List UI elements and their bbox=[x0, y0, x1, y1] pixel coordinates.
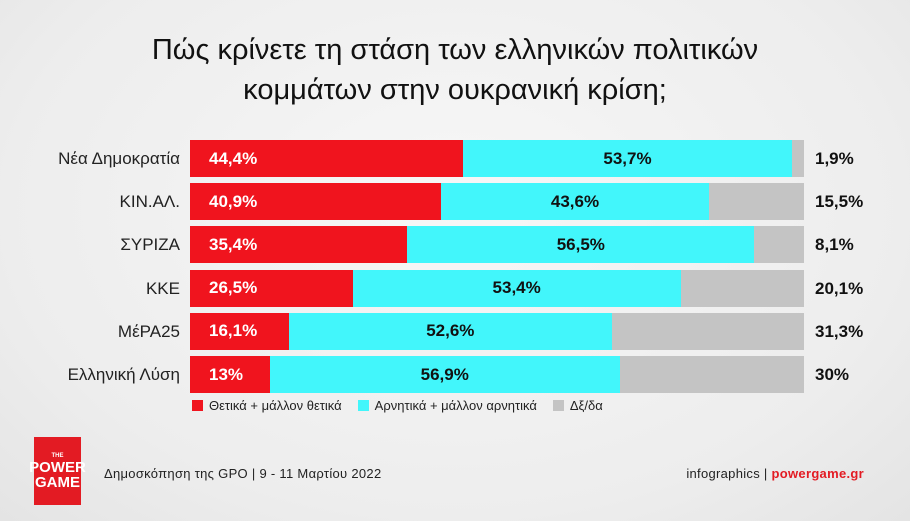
category-label: ΚΙΝ.ΑΛ. bbox=[119, 192, 180, 212]
credit: infographics | powergame.gr bbox=[686, 466, 864, 481]
powergame-logo: THE POWER GAME bbox=[29, 437, 86, 505]
bar-row: 26,5% 53,4% bbox=[190, 269, 804, 307]
logo-power: POWER bbox=[29, 459, 86, 476]
data-label: 13% bbox=[209, 364, 244, 384]
data-label: 53,7% bbox=[603, 148, 652, 168]
bar-segment-dk bbox=[611, 312, 804, 350]
legend-label: Θετικά + μάλλον θετικά bbox=[209, 398, 342, 413]
bar-segment-neg: 52,6% bbox=[288, 312, 612, 350]
category-label: ΚΚΕ bbox=[145, 278, 180, 298]
dk-data-label: 15,5% bbox=[815, 192, 864, 212]
bar-row: 16,1% 52,6% bbox=[190, 312, 804, 350]
data-label: 26,5% bbox=[209, 278, 258, 298]
data-label: 52,6% bbox=[426, 321, 475, 341]
legend-item: Δξ/δα bbox=[552, 398, 603, 413]
legend-item: Θετικά + μάλλον θετικά bbox=[192, 398, 342, 413]
bar-segment-dk bbox=[754, 226, 804, 264]
data-label: 56,9% bbox=[420, 364, 469, 384]
dk-data-label: 20,1% bbox=[815, 278, 864, 298]
legend-swatch bbox=[357, 400, 369, 411]
bar-segment-dk bbox=[708, 183, 804, 221]
legend-label: Δξ/δα bbox=[569, 398, 603, 413]
bar-row: 44,4% 53,7% bbox=[190, 140, 804, 177]
bar-segment-dk bbox=[619, 356, 804, 393]
dk-data-label: 8,1% bbox=[815, 235, 854, 255]
legend-item: Αρνητικά + μάλλον αρνητικά bbox=[357, 398, 537, 413]
bar-segment-neg: 56,9% bbox=[269, 356, 620, 393]
bar-segment-pos: 26,5% bbox=[190, 269, 353, 307]
data-label: 56,5% bbox=[556, 234, 605, 254]
logo-game: GAME bbox=[35, 474, 80, 491]
data-label: 16,1% bbox=[209, 321, 258, 341]
credit-prefix: infographics | bbox=[686, 466, 772, 481]
legend-label: Αρνητικά + μάλλον αρνητικά bbox=[374, 398, 537, 413]
bar-row: 13% 56,9% bbox=[190, 356, 804, 393]
bar-segment-pos: 13% bbox=[190, 356, 270, 393]
data-label: 53,4% bbox=[492, 278, 541, 298]
dk-data-label: 1,9% bbox=[815, 149, 854, 168]
credit-brand: powergame.gr bbox=[771, 466, 864, 481]
bar-segment-dk bbox=[792, 140, 804, 177]
bar-segment-neg: 53,7% bbox=[462, 140, 793, 177]
title-line-1: Πώς κρίνετε τη στάση των ελληνικών πολιτ… bbox=[151, 34, 759, 66]
title-line-2: κομμάτων στην ουκρανική κρίση; bbox=[243, 74, 667, 106]
legend-swatch bbox=[192, 400, 203, 411]
dk-data-label: 31,3% bbox=[815, 321, 864, 341]
bar-segment-pos: 44,4% bbox=[190, 140, 463, 177]
legend-swatch bbox=[552, 400, 564, 411]
category-label: ΜέΡΑ25 bbox=[117, 321, 180, 341]
bar-segment-neg: 53,4% bbox=[352, 269, 681, 307]
bar-segment-neg: 43,6% bbox=[441, 183, 709, 221]
category-label: ΣΥΡΙΖΑ bbox=[120, 235, 180, 255]
bar-segment-pos: 35,4% bbox=[190, 226, 408, 264]
data-label: 40,9% bbox=[209, 191, 258, 211]
chart-title: Πώς κρίνετε τη στάση των ελληνικών πολιτ… bbox=[0, 30, 910, 110]
logo-the: THE bbox=[51, 453, 64, 459]
dk-data-label: 30% bbox=[815, 365, 850, 384]
category-label: Ελληνική Λύση bbox=[67, 365, 180, 384]
bar-segment-pos: 40,9% bbox=[190, 183, 442, 221]
source-note: Δημοσκόπηση της GPO | 9 - 11 Μαρτίου 202… bbox=[104, 466, 382, 481]
bar-row: 40,9% 43,6% bbox=[190, 183, 804, 221]
category-label: Νέα Δημοκρατία bbox=[58, 149, 180, 168]
data-label: 44,4% bbox=[209, 148, 258, 168]
data-label: 43,6% bbox=[550, 191, 600, 211]
data-label: 35,4% bbox=[209, 234, 258, 254]
bar-row: 35,4% 56,5% bbox=[190, 226, 804, 264]
legend: Θετικά + μάλλον θετικά Αρνητικά + μάλλον … bbox=[192, 398, 603, 413]
bar-segment-pos: 16,1% bbox=[190, 312, 289, 350]
bar-segment-dk bbox=[680, 269, 804, 307]
bar-segment-neg: 56,5% bbox=[407, 226, 755, 264]
